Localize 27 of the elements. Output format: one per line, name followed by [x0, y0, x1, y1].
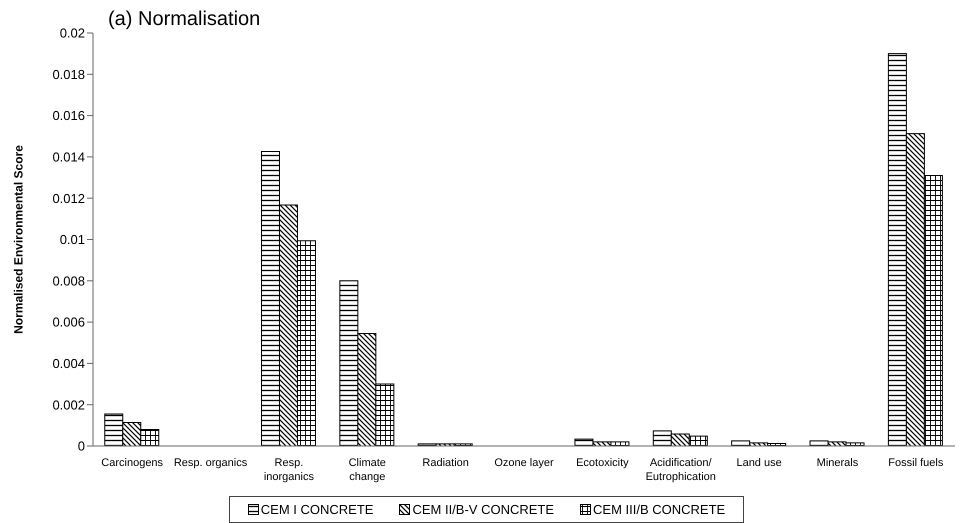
y-tick-label: 0.012 [52, 190, 85, 206]
y-tick-label: 0.018 [52, 66, 85, 82]
y-tick-label: 0.004 [52, 356, 85, 372]
x-tick-label: Carcinogens [101, 457, 164, 469]
x-tick-label: Minerals [816, 457, 859, 469]
x-tick-label: Resp. organics [174, 457, 248, 469]
legend-label: CEM II/B-V CONCRETE [412, 502, 554, 517]
legend-label: CEM I CONCRETE [260, 502, 374, 517]
x-tick-label: Fossil fuels [888, 457, 944, 469]
legend-label: CEM III/B CONCRETE [593, 502, 726, 517]
x-tick-label: Climate change [348, 457, 386, 483]
y-tick-label: 0 [78, 438, 85, 454]
y-tick-label: 0.01 [60, 232, 85, 248]
y-tick-label: 0.014 [52, 150, 85, 165]
x-tick-label: Ecotoxicity [576, 457, 630, 469]
chart-title: (a) Normalisation [108, 8, 260, 31]
x-tick-label: Acidification/ Eutrophication [646, 457, 716, 483]
y-axis-title: Normalised Environmental Score [11, 144, 26, 334]
y-tick-label: 0.002 [52, 397, 85, 412]
x-tick-label: Resp. inorganics [264, 457, 314, 483]
y-tick-label: 0.016 [52, 108, 85, 124]
y-tick-label: 0.02 [60, 26, 85, 41]
x-tick-label: Radiation [422, 457, 469, 469]
x-tick-label: Ozone layer [494, 457, 554, 469]
y-tick-label: 0.008 [52, 273, 85, 288]
y-tick-label: 0.006 [52, 314, 85, 330]
x-tick-label: Land use [736, 457, 782, 469]
